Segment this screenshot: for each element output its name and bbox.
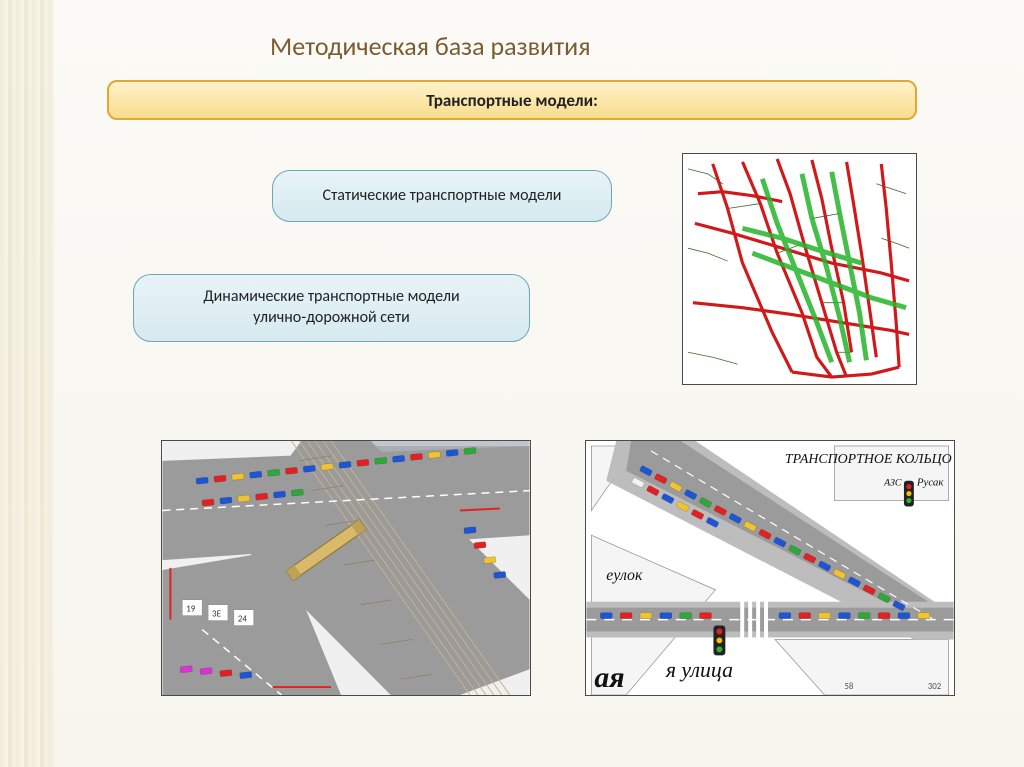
banner-text: Транспортные модели:	[426, 90, 598, 111]
rusk-label: Русак	[916, 477, 945, 489]
intersection-sim-figure: 19 3E 24	[161, 440, 531, 696]
section-banner: Транспортные модели:	[107, 80, 917, 120]
page-title: Методическая база развития	[270, 30, 591, 62]
pill-dynamic-line2: улично-дорожной сети	[203, 308, 459, 329]
pill-dynamic-line1: Динамические транспортные модели	[203, 287, 459, 308]
ring-label: ТРАНСПОРТНОЕ КОЛЬЦО	[785, 452, 952, 467]
svg-text:58: 58	[844, 682, 854, 692]
traffic-light-icon	[904, 481, 914, 507]
pill-dynamic-models: Динамические транспортные модели улично-…	[133, 274, 530, 342]
left-stripe	[0, 0, 54, 767]
svg-text:3E: 3E	[212, 610, 221, 620]
aw-label: АЗС	[883, 478, 902, 489]
lane-label: еулок	[606, 567, 643, 584]
street-big-label: ая	[594, 661, 624, 694]
street-small-label: я улица	[665, 658, 733, 682]
svg-text:302: 302	[928, 682, 942, 692]
svg-text:24: 24	[238, 615, 248, 625]
pill-static-models: Статические транспортные модели	[272, 170, 612, 222]
traffic-light-icon	[713, 626, 725, 656]
map-sim-figure: ТРАНСПОРТНОЕ КОЛЬЦО Русак АЗС еулок ая я…	[585, 440, 955, 696]
pill-static-text: Статические транспортные модели	[323, 186, 562, 207]
svg-text:19: 19	[186, 605, 196, 615]
network-map-figure	[682, 153, 917, 385]
map-sim-svg: ТРАНСПОРТНОЕ КОЛЬЦО Русак АЗС еулок ая я…	[586, 441, 954, 695]
intersection-sim-svg: 19 3E 24	[162, 441, 530, 695]
network-map-svg	[683, 154, 916, 384]
